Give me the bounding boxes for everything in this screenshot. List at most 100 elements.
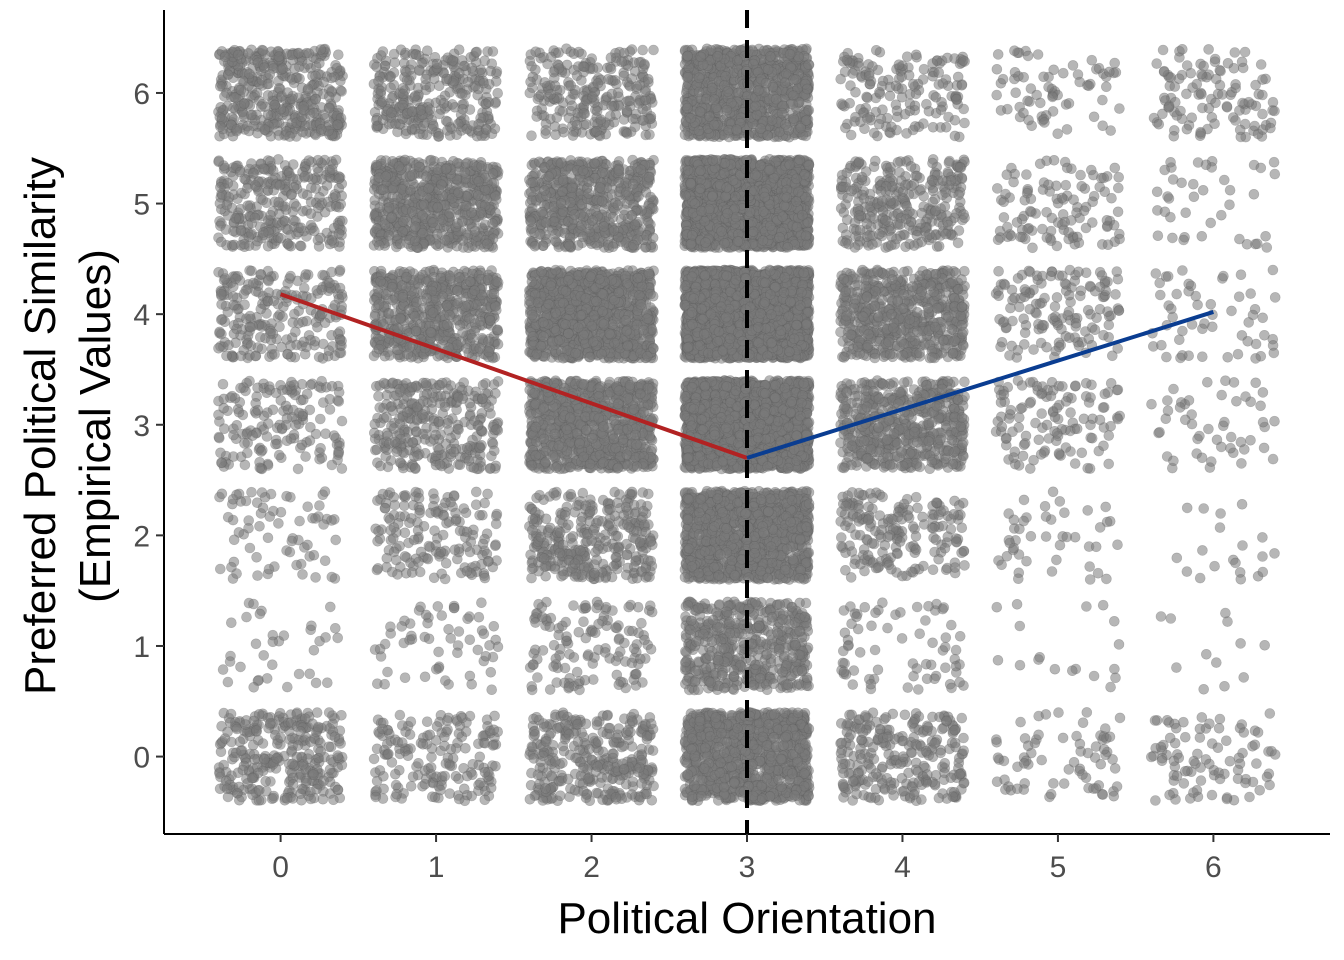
data-point — [563, 729, 575, 740]
data-point — [487, 740, 499, 751]
data-point — [1045, 788, 1057, 800]
data-point — [949, 562, 961, 573]
data-point — [575, 516, 587, 527]
data-point — [707, 614, 719, 626]
data-point — [373, 525, 384, 537]
data-point — [310, 677, 322, 689]
data-point — [570, 752, 581, 764]
data-point — [951, 536, 962, 547]
data-point — [1113, 639, 1125, 650]
data-point — [379, 678, 391, 690]
data-point — [537, 750, 549, 762]
data-point — [689, 780, 700, 791]
data-point — [686, 791, 698, 802]
data-point — [716, 669, 728, 681]
data-point — [448, 602, 460, 614]
data-point — [787, 554, 799, 565]
data-point — [225, 708, 237, 720]
data-point — [568, 652, 580, 663]
data-point — [490, 518, 502, 530]
data-point — [1104, 731, 1116, 743]
data-point — [948, 508, 960, 520]
data-point — [713, 570, 725, 581]
data-point — [636, 754, 647, 766]
data-point — [929, 738, 940, 749]
data-point — [399, 551, 411, 562]
data-point — [768, 731, 780, 743]
data-point — [837, 491, 849, 503]
data-point — [782, 679, 794, 691]
data-point — [574, 684, 585, 696]
data-point — [412, 525, 424, 536]
data-point — [755, 494, 767, 506]
data-point — [794, 533, 806, 545]
data-point — [644, 571, 655, 583]
data-point — [470, 486, 482, 498]
data-point — [559, 510, 571, 521]
data-point — [846, 546, 858, 557]
data-point — [588, 524, 599, 536]
data-point — [990, 734, 1002, 745]
data-point — [389, 768, 401, 780]
data-point — [679, 571, 691, 583]
data-point — [394, 709, 406, 721]
data-point — [748, 501, 759, 512]
data-point — [324, 764, 336, 775]
data-point — [314, 500, 325, 511]
data-point — [1077, 717, 1089, 729]
data-point — [1173, 752, 1185, 764]
data-point — [558, 569, 569, 581]
data-point — [838, 792, 849, 803]
data-point — [686, 615, 697, 626]
data-point — [942, 531, 954, 543]
data-point — [592, 736, 604, 747]
data-point — [684, 624, 696, 636]
data-point — [613, 543, 625, 554]
data-point — [1068, 756, 1080, 768]
data-point — [423, 633, 435, 645]
data-point — [936, 723, 948, 735]
data-point — [626, 486, 638, 498]
data-point — [721, 736, 733, 748]
data-point — [882, 731, 893, 743]
data-point — [712, 493, 723, 505]
data-point — [1149, 715, 1161, 726]
data-point — [614, 489, 625, 500]
data-point — [622, 725, 634, 736]
data-point — [911, 601, 923, 613]
data-point — [872, 664, 884, 676]
data-point — [898, 785, 910, 797]
data-point — [912, 502, 923, 514]
data-point — [324, 723, 336, 734]
data-point — [709, 521, 720, 532]
data-point — [1251, 758, 1262, 769]
data-point — [1011, 783, 1023, 795]
data-point — [287, 758, 298, 770]
data-point — [762, 572, 774, 584]
data-point — [1067, 665, 1078, 677]
data-point — [235, 745, 247, 757]
data-point — [1211, 657, 1222, 668]
data-point — [370, 791, 382, 803]
data-point — [433, 646, 444, 658]
data-point — [244, 542, 256, 554]
data-point — [1238, 727, 1250, 738]
data-point — [461, 565, 473, 577]
data-point — [1071, 730, 1082, 742]
data-point — [1195, 775, 1207, 786]
data-point — [896, 633, 908, 644]
data-point — [563, 519, 574, 531]
data-point — [846, 487, 858, 498]
data-point — [323, 707, 335, 718]
data-point — [221, 783, 233, 795]
data-point — [399, 527, 411, 539]
data-point — [474, 509, 485, 521]
data-point — [621, 549, 633, 560]
data-point — [645, 643, 657, 655]
data-point — [1200, 754, 1212, 765]
data-point — [480, 650, 492, 662]
data-point — [907, 717, 919, 728]
data-point — [558, 709, 569, 721]
data-point — [636, 617, 647, 629]
data-point — [234, 736, 246, 748]
